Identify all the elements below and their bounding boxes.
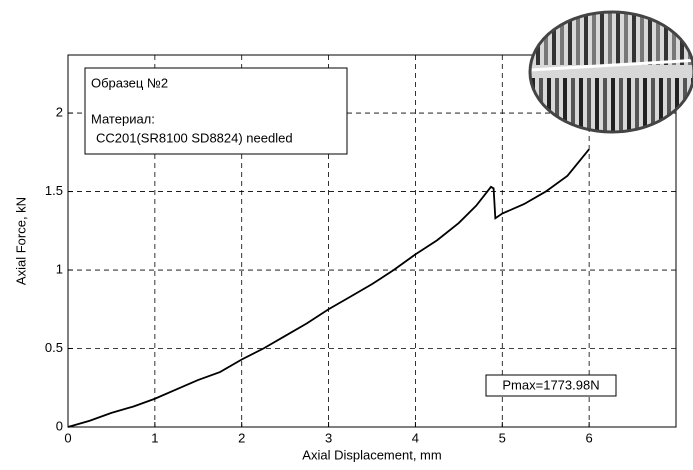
fiber bbox=[584, 10, 588, 65]
y-tick-label: 0 bbox=[56, 418, 63, 433]
x-tick-label: 6 bbox=[586, 430, 593, 445]
fiber bbox=[619, 78, 623, 138]
x-tick-label: 5 bbox=[499, 430, 506, 445]
pmax-box: Pmax=1773.98N bbox=[486, 375, 616, 396]
x-axis-label: Axial Displacement, mm bbox=[302, 447, 441, 462]
pmax-label: Pmax=1773.98N bbox=[502, 377, 599, 392]
fiber bbox=[640, 10, 644, 65]
sample-title: Образец №2 bbox=[91, 75, 168, 90]
fiber bbox=[600, 10, 604, 65]
material-value: CC201(SR8100 SD8824) needled bbox=[96, 130, 293, 145]
fiber bbox=[595, 78, 599, 138]
chart: 0 0.5 1 1.5 2 0 1 2 3 4 5 6 Axial Displacement, mm Ax… bbox=[0, 0, 693, 470]
fiber bbox=[603, 78, 607, 138]
y-tick-label: 0.5 bbox=[45, 340, 63, 355]
material-label: Материал: bbox=[91, 111, 155, 126]
y-axis-label: Axial Force, kN bbox=[13, 197, 28, 285]
y-tick-label: 2 bbox=[56, 105, 63, 120]
fiber bbox=[616, 10, 620, 65]
fiber bbox=[624, 10, 628, 65]
x-tick-label: 2 bbox=[238, 430, 245, 445]
sample-box: Образец №2 Материал: CC201(SR8100 SD8824… bbox=[85, 68, 347, 154]
x-tick-label: 3 bbox=[325, 430, 332, 445]
y-tick-label: 1.5 bbox=[45, 183, 63, 198]
x-tick-label: 0 bbox=[64, 430, 71, 445]
fiber bbox=[611, 78, 615, 138]
y-tick-label: 1 bbox=[56, 261, 63, 276]
fiber bbox=[627, 78, 631, 138]
x-tick-label: 4 bbox=[412, 430, 419, 445]
fiber bbox=[608, 10, 612, 65]
fiber bbox=[632, 10, 636, 65]
x-tick-label: 1 bbox=[151, 430, 158, 445]
fiber bbox=[592, 10, 596, 65]
